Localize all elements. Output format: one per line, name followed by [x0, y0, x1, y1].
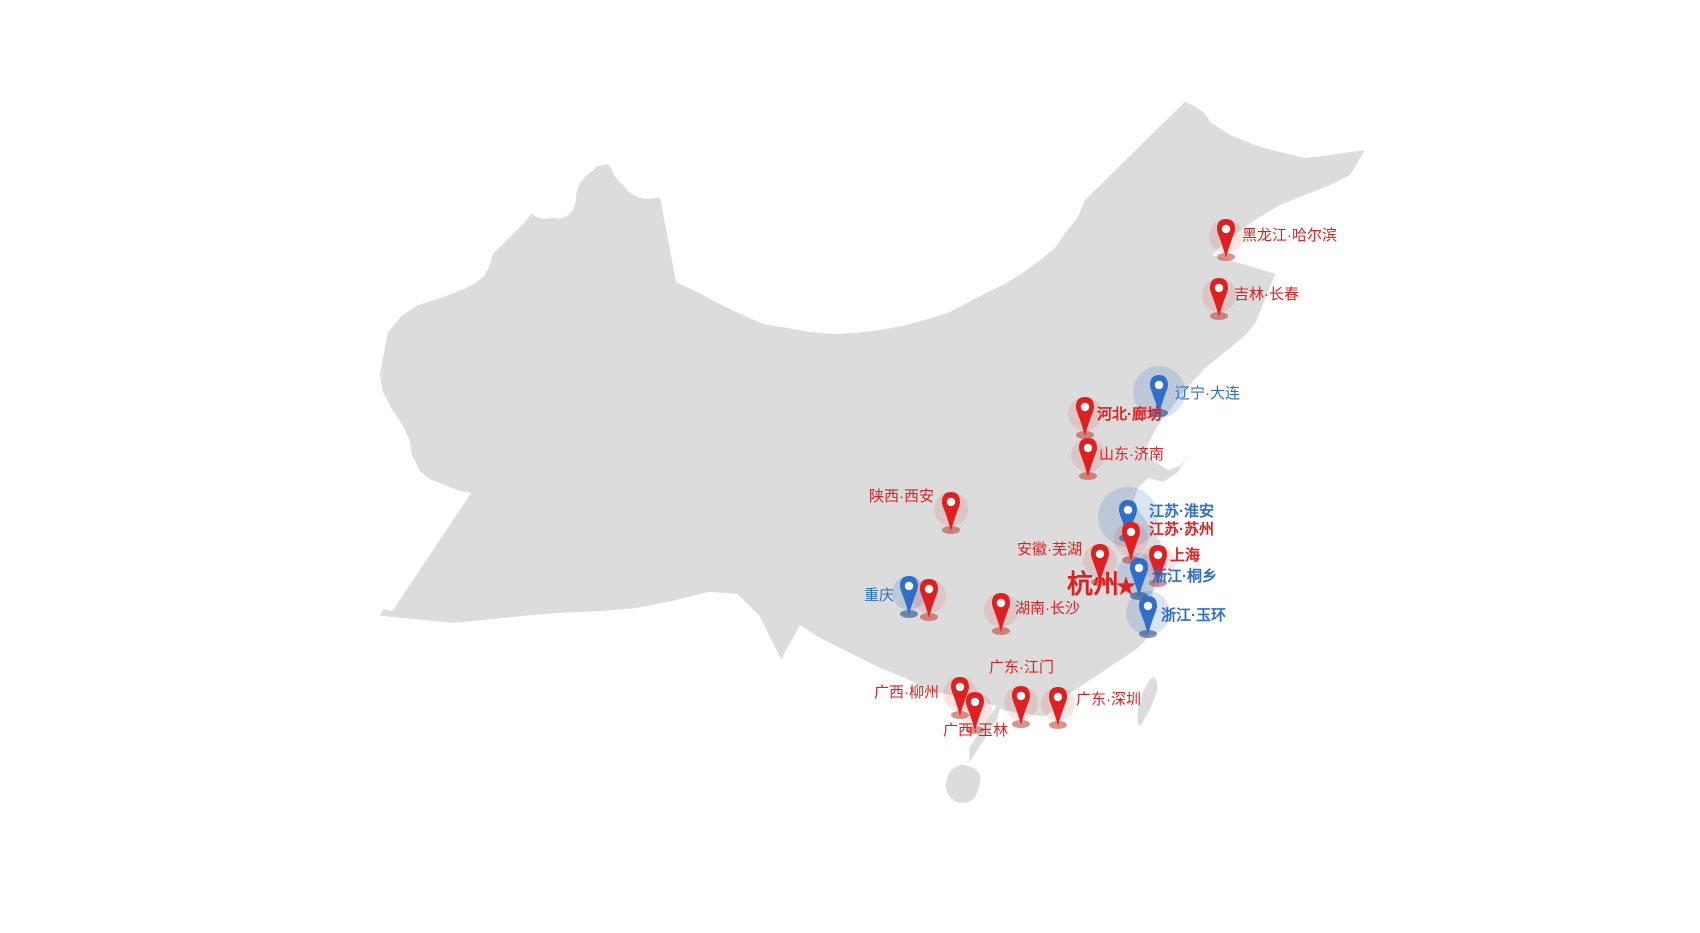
svg-text:山东·济南: 山东·济南	[1099, 446, 1164, 463]
svg-text:广东·深圳: 广东·深圳	[1076, 691, 1141, 708]
svg-text:陕西·西安: 陕西·西安	[869, 488, 934, 505]
svg-text:河北·廊坊: 河北·廊坊	[1097, 405, 1162, 423]
svg-text:广西·柳州: 广西·柳州	[874, 684, 939, 701]
svg-text:杭州: 杭州	[1067, 569, 1119, 599]
svg-text:吉林·长春: 吉林·长春	[1234, 286, 1299, 303]
svg-text:上海: 上海	[1170, 546, 1200, 564]
svg-text:安徽·芜湖: 安徽·芜湖	[1017, 541, 1082, 558]
svg-text:广西·玉林: 广西·玉林	[943, 722, 1008, 739]
svg-text:江苏·苏州: 江苏·苏州	[1149, 520, 1214, 538]
svg-text:黑龙江·哈尔滨: 黑龙江·哈尔滨	[1242, 227, 1337, 244]
svg-text:重庆: 重庆	[864, 587, 894, 604]
svg-text:浙江·桐乡: 浙江·桐乡	[1152, 567, 1217, 585]
svg-text:湖南·长沙: 湖南·长沙	[1015, 600, 1080, 617]
svg-text:辽宁·大连: 辽宁·大连	[1175, 385, 1240, 402]
svg-text:广东·江门: 广东·江门	[989, 659, 1054, 676]
svg-text:江苏·淮安: 江苏·淮安	[1149, 502, 1214, 520]
svg-text:浙江·玉环: 浙江·玉环	[1161, 606, 1226, 624]
